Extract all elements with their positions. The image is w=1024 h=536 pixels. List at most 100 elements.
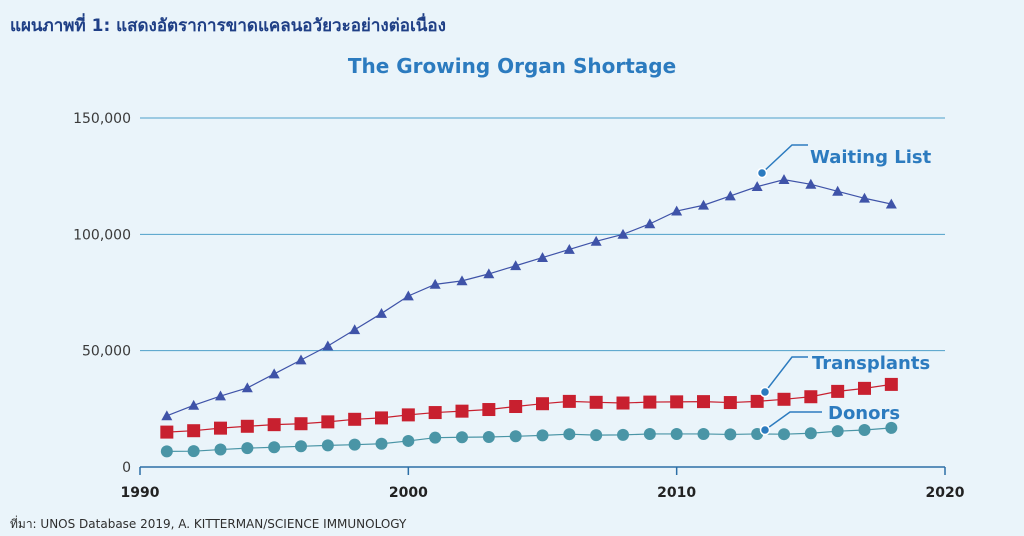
waiting-list-point (832, 185, 844, 196)
transplants-point (589, 395, 603, 409)
donors-point (778, 428, 790, 441)
series-layer (160, 174, 898, 458)
transplants-point (375, 411, 388, 425)
donors-point (590, 429, 603, 442)
transplants-point (267, 418, 281, 432)
transplants-point (858, 381, 871, 395)
donors-point (617, 428, 629, 441)
donors-leader-line (764, 411, 822, 431)
waiting-list-point (295, 354, 307, 365)
donors-point (187, 445, 200, 458)
transplants-point (240, 419, 254, 433)
waiting-list-point (429, 278, 441, 289)
transplants-point (187, 424, 201, 438)
transplants-point (348, 412, 362, 426)
donors-point (214, 443, 227, 456)
waiting-list-point (241, 382, 253, 393)
y-tick-label: 0 (122, 460, 131, 476)
donors-point (697, 427, 710, 440)
donors-point (348, 438, 361, 451)
transplants-point (509, 400, 523, 414)
donors-point (295, 440, 307, 453)
waiting-list-point (805, 178, 817, 189)
waiting-list-point (859, 192, 870, 203)
donors-point (563, 428, 576, 441)
transplants-point (401, 408, 415, 422)
donors-point (831, 425, 844, 438)
y-tick-label: 50,000 (82, 344, 131, 360)
x-tick-label: 2000 (389, 485, 428, 501)
donors-point (482, 430, 495, 443)
donors-point (241, 442, 254, 455)
waiting-list-leader-line (761, 144, 808, 174)
transplants-point (214, 421, 227, 435)
donors-point (509, 430, 522, 443)
donors-point (885, 421, 898, 434)
transplants-point (455, 404, 469, 418)
transplants-point (160, 425, 174, 439)
transplants-point (670, 395, 684, 409)
transplants-label: Transplants (812, 353, 930, 374)
transplants-leader-line (764, 356, 808, 393)
waiting-list-point (188, 399, 200, 410)
donors-point (670, 427, 683, 440)
transplants-point (562, 394, 576, 408)
transplants-point (536, 397, 549, 411)
transplants-point (643, 395, 657, 409)
x-tick-label: 1990 (121, 485, 160, 501)
transplants-point (723, 396, 737, 410)
waiting-list-point (510, 260, 522, 271)
waiting-list-point (617, 228, 629, 239)
waiting-list-point (161, 410, 173, 421)
waiting-list-point (402, 290, 414, 301)
y-tick-label: 100,000 (73, 227, 131, 243)
donors-leader-dot (759, 424, 771, 436)
source-note: ที่มา: UNOS Database 2019, A. KITTERMAN/… (10, 517, 407, 531)
waiting-list-point (537, 252, 548, 262)
transplants-point (777, 392, 791, 406)
waiting-list-point (778, 174, 790, 185)
transplants-point (616, 396, 630, 410)
transplants-leader-dot (759, 386, 771, 398)
donors-point (724, 428, 737, 441)
donors-label: Donors (828, 403, 900, 424)
waiting-list-point (698, 199, 709, 210)
donors-point (429, 431, 442, 444)
waiting-list-point (215, 390, 226, 401)
waiting-list-point (671, 205, 683, 216)
waiting-list-point (751, 181, 763, 192)
transplants-point (294, 417, 308, 431)
donors-point (804, 427, 817, 440)
x-tick-label: 2010 (657, 485, 696, 501)
waiting-list-point (322, 340, 334, 351)
transplants-point (697, 395, 710, 409)
donors-point (456, 431, 468, 444)
donors-line (166, 427, 892, 453)
chart-title: The Growing Organ Shortage (347, 54, 677, 78)
waiting-list-point (885, 198, 897, 209)
waiting-list-point (376, 307, 387, 318)
axes: 0 50,000 100,000 150,000 1990 2000 2010 2020 (73, 111, 965, 501)
donors-point (268, 441, 281, 454)
grid-lines (140, 117, 945, 352)
donors-point (858, 424, 871, 437)
donors-point (536, 429, 549, 442)
waiting-list-point (590, 235, 602, 246)
donors-point (160, 445, 173, 458)
page-title: แผนภาพที่ 1: แสดงอัตราการขาดแคลนอวัยวะอย… (10, 16, 446, 36)
transplants-line (166, 383, 892, 433)
y-tick-label: 150,000 (73, 111, 131, 127)
transplants-point (750, 394, 764, 408)
waiting-list-leader-dot (756, 167, 768, 179)
donors-point (321, 439, 334, 452)
transplants-point (321, 415, 335, 429)
transplants-point (428, 406, 442, 420)
waiting-list-line (166, 179, 892, 417)
donors-point (643, 427, 656, 440)
waiting-list-point (724, 190, 736, 201)
x-tick-label: 2020 (926, 485, 965, 501)
waiting-list-point (268, 368, 280, 379)
transplants-point (804, 390, 818, 404)
waiting-list-point (349, 324, 361, 335)
